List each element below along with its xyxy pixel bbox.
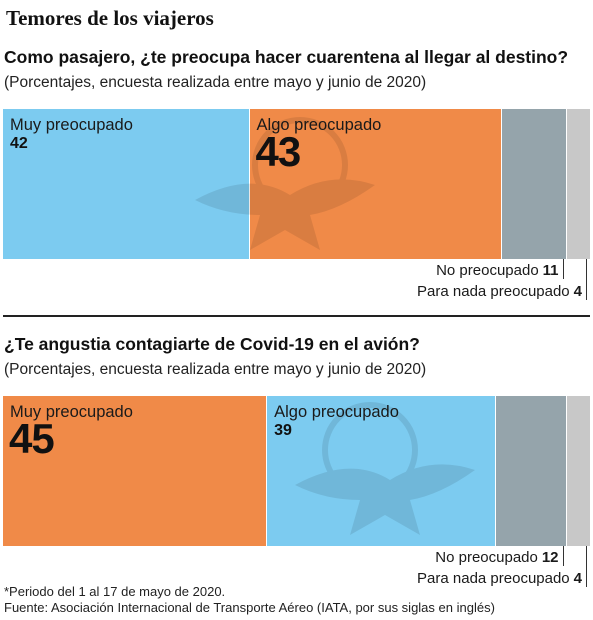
bar-segment-algo-preocupado: Algo preocupado 39 <box>267 396 497 546</box>
chart-1-stacked-bar: Muy preocupado 42 Algo preocupado 43 <box>3 109 590 259</box>
footnote-source: Fuente: Asociación Internacional de Tran… <box>4 600 495 615</box>
bar-segment-algo-preocupado: Algo preocupado 43 <box>249 109 502 259</box>
segment-label: Muy preocupado <box>10 403 133 421</box>
segment-value: 43 <box>255 128 302 175</box>
segment-label: Algo preocupado <box>274 403 399 421</box>
callout-label: Para nada preocupado 4 <box>417 283 582 300</box>
chart-1-question: Como pasajero, ¿te preocupa hacer cuaren… <box>4 47 569 67</box>
segment-value: 42 <box>10 135 28 152</box>
chart-2-subtitle: (Porcentajes, encuesta realizada entre m… <box>4 361 427 378</box>
bar-segment-no-preocupado <box>496 396 567 546</box>
callout-leader-line <box>562 259 564 279</box>
bar-segment-no-preocupado <box>501 109 567 259</box>
callout-leader-line <box>586 546 587 587</box>
callout-leader-line <box>586 259 587 300</box>
chart-title: Temores de los viajeros <box>6 6 214 30</box>
segment-label: Algo preocupado <box>256 116 382 134</box>
callout-label: No preocupado 12 <box>435 549 559 566</box>
footnote-period: *Periodo del 1 al 17 de mayo de 2020. <box>4 584 226 599</box>
chart-2-stacked-bar: Muy preocupado 45 Algo preocupado 39 <box>3 396 590 546</box>
callout-label: No preocupado 11 <box>436 262 559 279</box>
segment-value: 45 <box>9 415 55 462</box>
chart-1-subtitle: (Porcentajes, encuesta realizada entre m… <box>4 74 427 91</box>
bar-segment-para-nada-preocupado <box>566 109 590 259</box>
callout-leader-line <box>562 546 564 566</box>
chart-2-question: ¿Te angustia contagiarte de Covid-19 en … <box>4 334 420 354</box>
callout-label: Para nada preocupado 4 <box>417 570 582 587</box>
segment-value: 39 <box>274 422 292 439</box>
bar-segment-para-nada-preocupado <box>566 396 590 546</box>
section-divider <box>3 315 590 317</box>
bar-segment-muy-preocupado: Muy preocupado 45 <box>3 396 268 546</box>
bar-segment-muy-preocupado: Muy preocupado 42 <box>3 109 250 259</box>
segment-label: Muy preocupado <box>10 116 133 134</box>
